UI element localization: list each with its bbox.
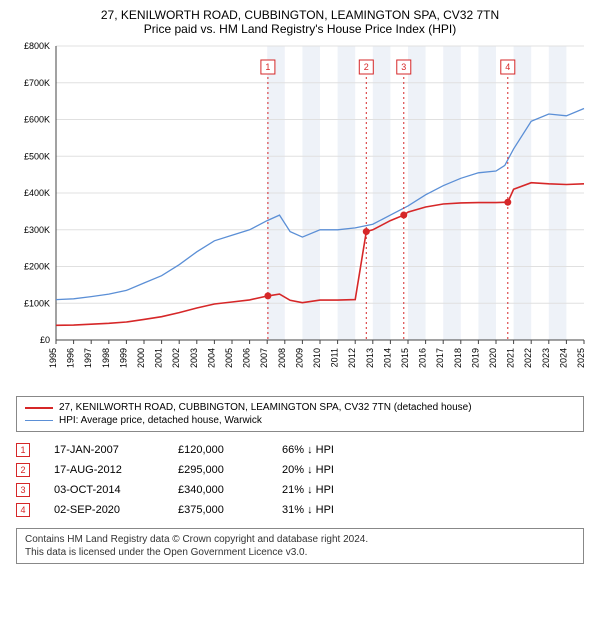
transaction-price: £340,000 (178, 484, 258, 496)
x-tick-label: 1997 (83, 348, 93, 368)
transaction-marker: 4 (16, 503, 30, 517)
y-tick-label: £500K (24, 151, 50, 161)
y-tick-label: £800K (24, 41, 50, 51)
x-tick-label: 2015 (400, 348, 410, 368)
legend-box: 27, KENILWORTH ROAD, CUBBINGTON, LEAMING… (16, 396, 584, 432)
footnote-line1: Contains HM Land Registry data © Crown c… (25, 533, 575, 546)
x-tick-label: 2002 (171, 348, 181, 368)
x-tick-label: 2006 (242, 348, 252, 368)
x-tick-label: 1999 (118, 348, 128, 368)
page-container: 27, KENILWORTH ROAD, CUBBINGTON, LEAMING… (0, 0, 600, 568)
x-tick-label: 2016 (418, 348, 428, 368)
marker-number: 4 (505, 62, 510, 72)
legend-item: HPI: Average price, detached house, Warw… (25, 414, 575, 427)
x-tick-label: 2009 (294, 348, 304, 368)
transaction-marker: 2 (16, 463, 30, 477)
y-tick-label: £400K (24, 188, 50, 198)
x-tick-label: 2025 (576, 348, 586, 368)
x-tick-label: 2013 (365, 348, 375, 368)
x-tick-label: 2011 (330, 348, 340, 367)
transaction-delta: 31% ↓ HPI (282, 504, 372, 516)
transaction-date: 17-AUG-2012 (54, 464, 154, 476)
y-tick-label: £700K (24, 78, 50, 88)
x-tick-label: 2001 (154, 348, 164, 368)
x-tick-label: 2019 (470, 348, 480, 368)
title-address: 27, KENILWORTH ROAD, CUBBINGTON, LEAMING… (12, 8, 588, 22)
footnote-box: Contains HM Land Registry data © Crown c… (16, 528, 584, 564)
transaction-row: 4 02-SEP-2020 £375,000 31% ↓ HPI (16, 500, 584, 520)
transaction-date: 17-JAN-2007 (54, 444, 154, 456)
transaction-date: 02-SEP-2020 (54, 504, 154, 516)
x-tick-label: 1998 (101, 348, 111, 368)
transaction-marker: 1 (16, 443, 30, 457)
x-tick-label: 1995 (48, 348, 58, 368)
x-tick-label: 1996 (66, 348, 76, 368)
x-tick-label: 2000 (136, 348, 146, 368)
transaction-delta: 21% ↓ HPI (282, 484, 372, 496)
x-tick-label: 2007 (259, 348, 269, 368)
x-tick-label: 2023 (541, 348, 551, 368)
legend-swatch (25, 420, 53, 421)
x-tick-label: 2014 (382, 348, 392, 368)
transaction-price: £375,000 (178, 504, 258, 516)
y-tick-label: £600K (24, 115, 50, 125)
chart-svg: £0 £100K £200K £300K £400K £500K £600K £700K £80… (12, 40, 588, 388)
price-chart: £0 £100K £200K £300K £400K £500K £600K £700K £80… (12, 40, 588, 388)
y-tick-label: £200K (24, 262, 50, 272)
transaction-row: 3 03-OCT-2014 £340,000 21% ↓ HPI (16, 480, 584, 500)
transaction-delta: 66% ↓ HPI (282, 444, 372, 456)
transaction-row: 2 17-AUG-2012 £295,000 20% ↓ HPI (16, 460, 584, 480)
title-subtitle: Price paid vs. HM Land Registry's House … (12, 22, 588, 36)
x-tick-label: 2003 (189, 348, 199, 368)
x-tick-label: 2004 (206, 348, 216, 368)
x-tick-label: 2024 (558, 348, 568, 368)
x-tick-label: 2020 (488, 348, 498, 368)
x-tick-label: 2010 (312, 348, 322, 368)
transaction-price: £295,000 (178, 464, 258, 476)
transaction-delta: 20% ↓ HPI (282, 464, 372, 476)
transaction-date: 03-OCT-2014 (54, 484, 154, 496)
legend-label: 27, KENILWORTH ROAD, CUBBINGTON, LEAMING… (59, 402, 472, 413)
transaction-price: £120,000 (178, 444, 258, 456)
transaction-marker: 3 (16, 483, 30, 497)
y-tick-label: £100K (24, 298, 50, 308)
legend-label: HPI: Average price, detached house, Warw… (59, 415, 262, 426)
x-tick-label: 2012 (347, 348, 357, 368)
footnote-line2: This data is licensed under the Open Gov… (25, 546, 575, 559)
y-tick-label: £0 (40, 335, 50, 345)
x-tick-label: 2005 (224, 348, 234, 368)
legend-item: 27, KENILWORTH ROAD, CUBBINGTON, LEAMING… (25, 401, 575, 414)
x-tick-label: 2017 (435, 348, 445, 368)
legend-swatch (25, 407, 53, 409)
y-tick-label: £300K (24, 225, 50, 235)
transaction-row: 1 17-JAN-2007 £120,000 66% ↓ HPI (16, 440, 584, 460)
marker-number: 1 (265, 62, 270, 72)
transactions-table: 1 17-JAN-2007 £120,000 66% ↓ HPI 2 17-AUG-201… (16, 440, 584, 520)
x-tick-label: 2021 (506, 348, 516, 368)
marker-number: 3 (401, 62, 406, 72)
x-tick-label: 2008 (277, 348, 287, 368)
x-tick-label: 2022 (523, 348, 533, 368)
x-tick-label: 2018 (453, 348, 463, 368)
marker-number: 2 (364, 62, 369, 72)
